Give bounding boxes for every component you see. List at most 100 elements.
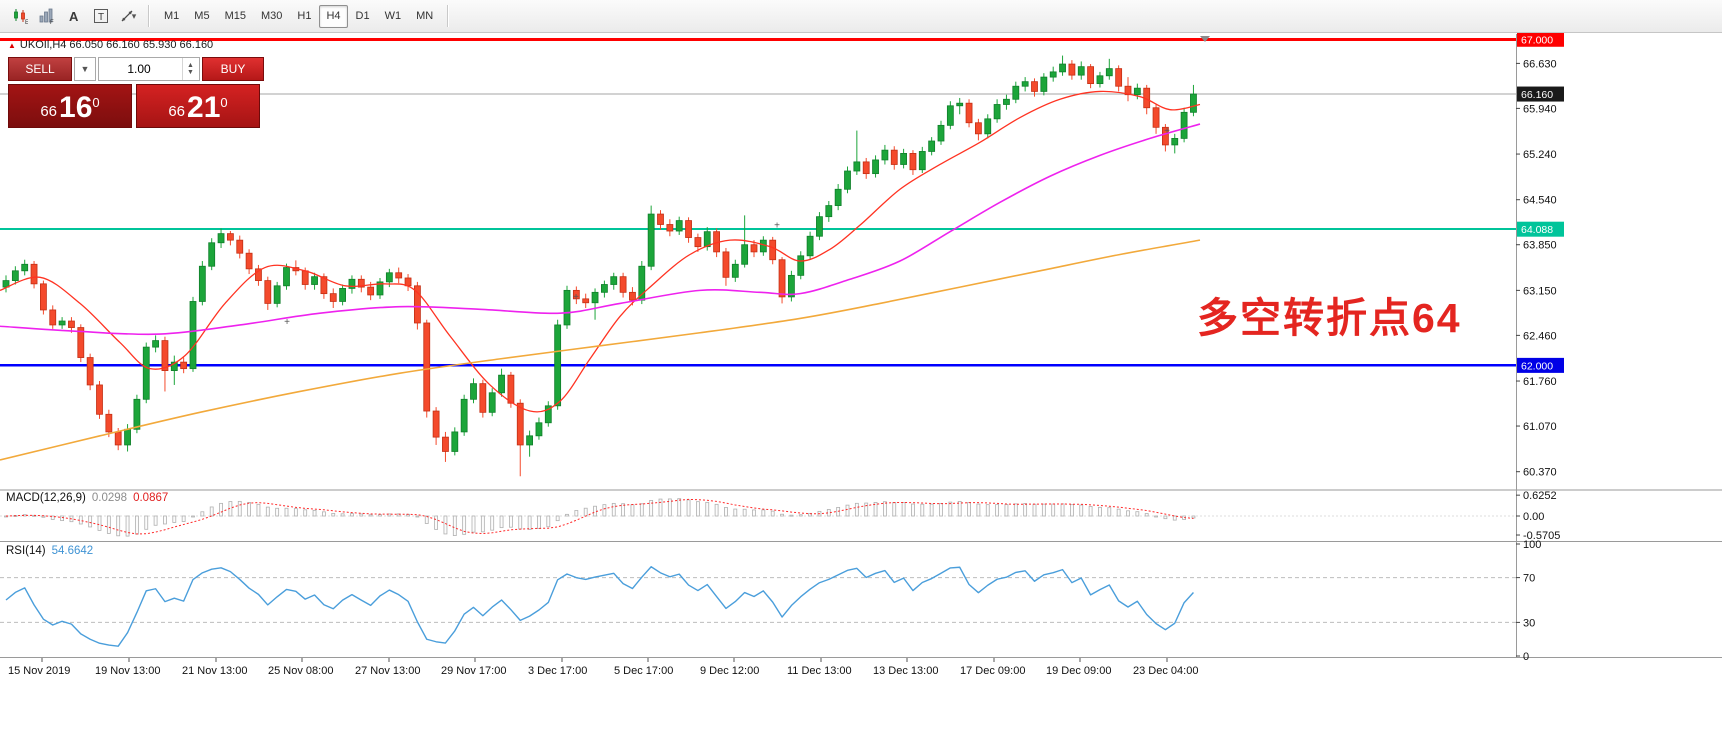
candle [928,140,936,152]
macd-histogram-bar [200,511,205,517]
macd-signal-value: 0.0867 [133,492,169,504]
candle [301,270,309,285]
candle [872,159,879,175]
bid-price-panel[interactable]: 66 16 0 [8,84,132,128]
candle [1105,68,1113,77]
price-badge [1517,86,1564,102]
candle [1171,138,1179,146]
macd-histogram-bar [191,515,195,518]
price-tick-label: 63.150 [1523,285,1557,297]
macd-histogram-bar [705,501,710,517]
candle [750,244,758,253]
time-axis-label: 17 Dec 09:00 [960,665,1025,677]
order-type-dropdown[interactable]: ▼ [74,57,96,81]
macd-histogram-bar [537,515,541,529]
macd-histogram-bar [574,510,579,517]
time-axis-label: 27 Nov 13:00 [355,665,420,677]
candle [544,405,552,424]
price-badge-label: 66.160 [1521,89,1553,101]
candle [460,398,468,433]
time-axis-label: 15 Nov 2019 [8,665,70,677]
text-box-button[interactable]: T [87,4,114,29]
macd-histogram-bar [1088,506,1093,517]
candle [395,272,403,279]
candle [675,220,683,232]
macd-histogram-bar [499,515,504,529]
candle [30,263,38,285]
price-tick-label: 64.540 [1523,195,1557,207]
candles-chart-button[interactable]: E [6,4,33,29]
time-axis-label: 5 Dec 17:00 [614,665,673,677]
macd-name: MACD(12,26,9) [6,492,86,504]
timeframe-M30[interactable]: M30 [254,5,289,28]
macd-histogram-bar [677,498,682,517]
macd-histogram-bar [462,515,467,535]
macd-histogram-bar [1023,503,1028,517]
candle [890,149,898,165]
macd-histogram-bar [1116,508,1121,517]
price-tick-label: 60.370 [1523,467,1557,479]
svg-text:A: A [69,9,79,24]
macd-histogram-bar [742,508,747,517]
candle [526,435,533,446]
candle [180,361,188,370]
bid-pips: 16 [59,91,93,124]
timeframe-group: M1 M5 M15 M30 H1 H4 D1 W1 MN [157,4,440,28]
macd-histogram-bar [583,507,588,517]
candle [339,288,347,302]
timeframe-M1[interactable]: M1 [157,5,186,28]
timeframe-W1[interactable]: W1 [378,5,409,28]
price-tick-label: 61.070 [1523,421,1557,433]
candle [694,237,702,248]
candle [535,422,543,437]
rsi-indicator-label: RSI(14) 54.6642 [6,545,93,557]
macd-histogram-bar [1191,515,1196,519]
macd-histogram-bar [443,515,448,535]
timeframe-H1[interactable]: H1 [290,5,318,28]
macd-histogram-bar [163,515,167,525]
text-label-button[interactable]: A [60,4,87,29]
spinner-down-icon[interactable]: ▼ [187,69,194,76]
macd-histogram-bar [733,508,738,517]
candle [778,259,786,298]
rsi-line [5,566,1194,647]
ask-price-panel[interactable]: 66 21 0 [136,84,260,128]
timeframe-M15[interactable]: M15 [218,5,253,28]
price-badge [1517,221,1564,237]
candle [1059,63,1066,73]
candle [320,276,328,295]
buy-button[interactable]: BUY [202,57,264,81]
candle [881,149,889,161]
candle [946,105,954,126]
candle [385,272,393,283]
macd-histogram-bar [134,515,139,535]
chart-text-annotation: 多空转折点64 [1197,295,1462,341]
macd-histogram-bar [219,502,223,517]
candle [152,340,160,348]
time-axis-label: 19 Dec 09:00 [1046,665,1111,677]
macd-histogram-bar [649,499,654,517]
candle [255,268,262,281]
macd-histogram-bar [368,514,373,517]
timeframe-M5[interactable]: M5 [187,5,216,28]
candle [844,170,851,190]
macd-histogram-bar [78,515,83,525]
cursor-tools-button[interactable]: ▾ [114,4,141,29]
volume-field: ▲ ▼ [98,57,200,81]
timeframe-D1[interactable]: D1 [349,5,377,28]
indicators-button[interactable]: F [33,4,60,29]
volume-input[interactable] [99,58,179,80]
timeframe-MN[interactable]: MN [409,5,440,28]
arrows-icon [121,10,133,22]
macd-histogram-bar [284,507,289,517]
candle [1152,107,1160,128]
macd-histogram-bar [911,503,915,517]
candle [610,276,618,285]
macd-histogram-bar [237,500,242,517]
sell-button[interactable]: SELL [8,57,72,81]
candle [862,161,870,175]
macd-histogram-bar [172,515,177,523]
candle [283,267,290,287]
timeframe-H4[interactable]: H4 [319,4,348,28]
spinner-up-icon[interactable]: ▲ [187,62,194,69]
